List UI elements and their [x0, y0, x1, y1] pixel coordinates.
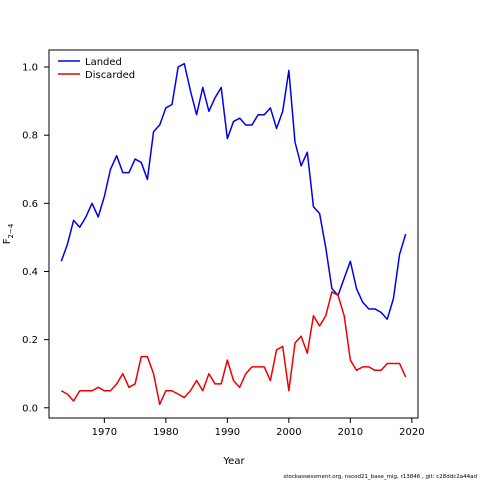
y-tick-label: 0.6 — [22, 199, 38, 210]
legend-landed-label: Landed — [85, 57, 122, 68]
series-layer — [60, 62, 407, 406]
y-axis-title: F2−4 — [2, 223, 15, 244]
x-tick-label: 2020 — [399, 427, 424, 438]
y-tick-label: 1.0 — [22, 63, 38, 74]
y-axis-title-main: F — [2, 238, 13, 244]
x-axis-title: Year — [222, 456, 245, 467]
y-tick-label: 0.0 — [22, 403, 38, 414]
y-tick-label: 0.8 — [22, 131, 38, 142]
series-line-landed — [60, 62, 407, 320]
x-tick-label: 2000 — [276, 427, 301, 438]
x-axis: 1970 1980 1990 2000 2010 2020 — [92, 418, 425, 438]
y-tick-label: 0.2 — [22, 335, 38, 346]
x-tick-label: 1980 — [153, 427, 178, 438]
y-tick-label: 0.4 — [22, 267, 38, 278]
y-axis-title-subscript: 2−4 — [7, 223, 15, 238]
y-axis: 0.0 0.2 0.4 0.6 0.8 1.0 — [22, 63, 49, 414]
footer-text: stockassessment.org, nscod21_base_mig, r… — [283, 474, 477, 480]
legend-discarded-label: Discarded — [85, 70, 135, 81]
x-tick-label: 1970 — [92, 427, 117, 438]
x-tick-label: 2010 — [338, 427, 363, 438]
legend: Landed Discarded — [58, 57, 135, 81]
x-tick-label: 1990 — [215, 427, 240, 438]
series-line-discarded — [60, 291, 407, 406]
plot-frame — [48, 49, 419, 419]
